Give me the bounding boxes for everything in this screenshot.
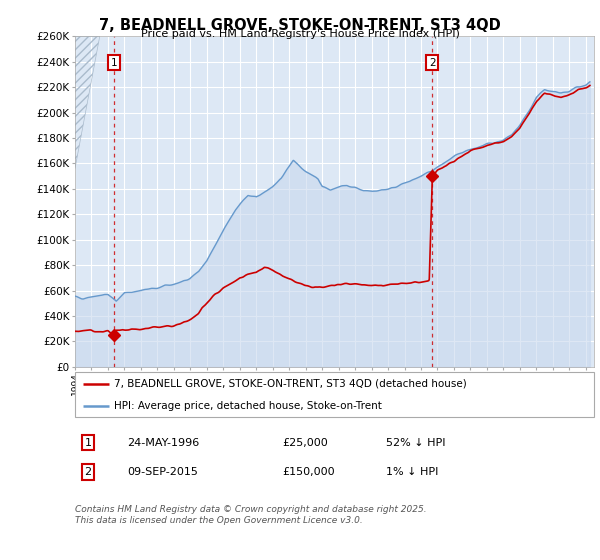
Text: 7, BEADNELL GROVE, STOKE-ON-TRENT, ST3 4QD (detached house): 7, BEADNELL GROVE, STOKE-ON-TRENT, ST3 4… bbox=[114, 379, 467, 389]
Text: 1: 1 bbox=[85, 437, 91, 447]
Text: 24-MAY-1996: 24-MAY-1996 bbox=[127, 437, 199, 447]
Text: Contains HM Land Registry data © Crown copyright and database right 2025.
This d: Contains HM Land Registry data © Crown c… bbox=[75, 505, 427, 525]
Text: £25,000: £25,000 bbox=[283, 437, 328, 447]
Text: 09-SEP-2015: 09-SEP-2015 bbox=[127, 467, 198, 477]
Text: 7, BEADNELL GROVE, STOKE-ON-TRENT, ST3 4QD: 7, BEADNELL GROVE, STOKE-ON-TRENT, ST3 4… bbox=[99, 18, 501, 33]
Text: 2: 2 bbox=[85, 467, 92, 477]
Text: £150,000: £150,000 bbox=[283, 467, 335, 477]
FancyBboxPatch shape bbox=[75, 372, 594, 417]
Text: 52% ↓ HPI: 52% ↓ HPI bbox=[386, 437, 446, 447]
Text: 1% ↓ HPI: 1% ↓ HPI bbox=[386, 467, 439, 477]
Text: 2: 2 bbox=[429, 58, 436, 68]
Text: HPI: Average price, detached house, Stoke-on-Trent: HPI: Average price, detached house, Stok… bbox=[114, 401, 382, 411]
Text: Price paid vs. HM Land Registry's House Price Index (HPI): Price paid vs. HM Land Registry's House … bbox=[140, 29, 460, 39]
Text: 1: 1 bbox=[111, 58, 118, 68]
